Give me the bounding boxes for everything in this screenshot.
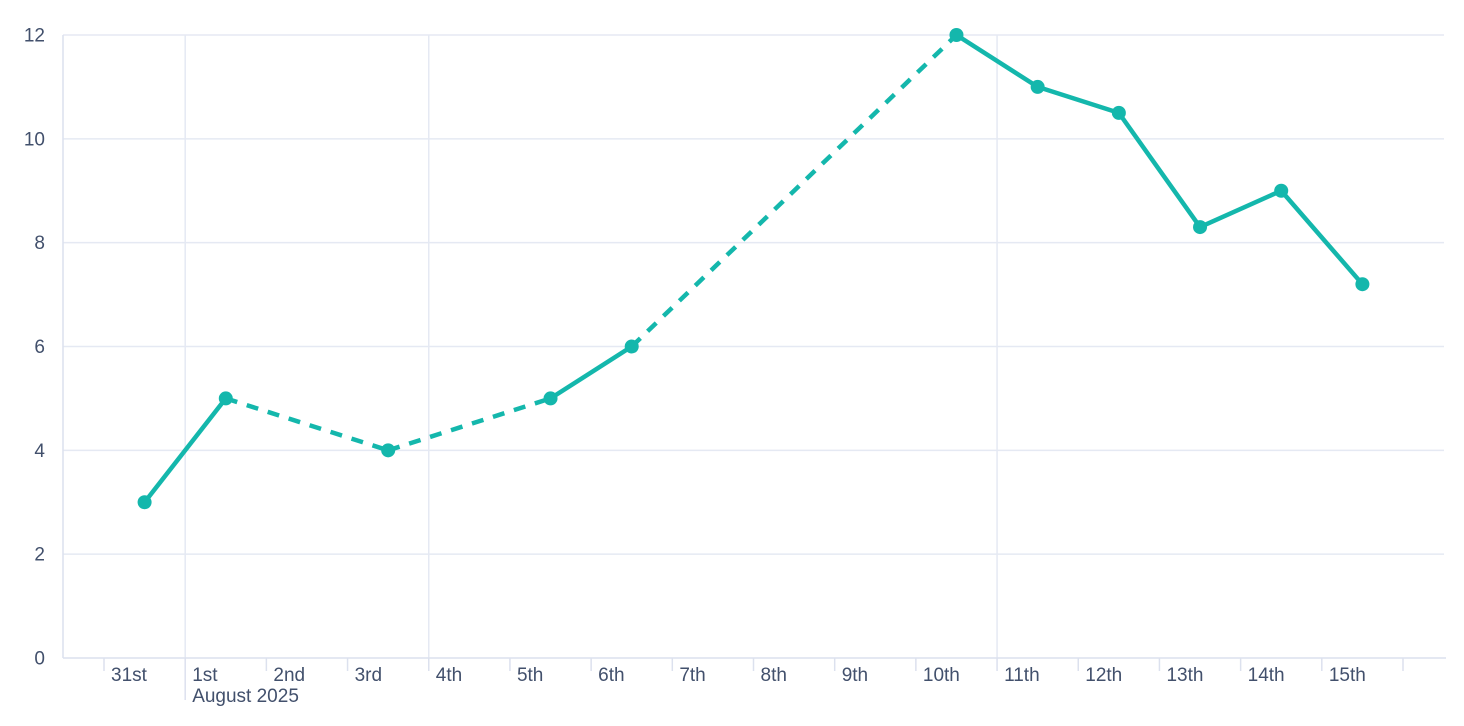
x-axis-label: 31st xyxy=(111,665,148,686)
axes xyxy=(62,35,1446,659)
series-line xyxy=(142,32,1365,505)
data-point[interactable] xyxy=(1274,183,1289,198)
series-points xyxy=(137,28,1370,510)
x-axis-label: 13th xyxy=(1166,665,1203,686)
series-segment-solid xyxy=(1197,188,1284,230)
y-axis-label: 2 xyxy=(34,545,45,566)
x-axis-label: 14th xyxy=(1248,665,1285,686)
x-axis-label: 8th xyxy=(761,665,787,686)
x-axis-label: 3rd xyxy=(355,665,382,686)
gridlines xyxy=(63,34,1444,658)
x-axis-label: 10th xyxy=(923,665,960,686)
data-point[interactable] xyxy=(543,391,558,406)
y-axis-label: 6 xyxy=(34,337,45,358)
series-segment-dashed xyxy=(387,396,552,453)
data-point[interactable] xyxy=(381,443,396,458)
x-axis-label: 15th xyxy=(1329,665,1366,686)
x-axis-label: 9th xyxy=(842,665,868,686)
data-point[interactable] xyxy=(1030,79,1045,94)
series-segment-solid xyxy=(142,396,229,505)
month-label: August 2025 xyxy=(192,686,299,707)
y-axis-label: 0 xyxy=(34,649,45,670)
series-segment-solid xyxy=(1116,110,1203,230)
data-point[interactable] xyxy=(624,339,639,354)
x-axis-label: 4th xyxy=(436,665,462,686)
x-axis-label: 7th xyxy=(679,665,705,686)
y-axis-label: 4 xyxy=(34,441,45,462)
y-axis-label: 10 xyxy=(24,129,45,150)
data-point[interactable] xyxy=(137,495,152,510)
series-segment-solid xyxy=(1035,84,1122,116)
x-axis-label: 2nd xyxy=(273,665,305,686)
data-point[interactable] xyxy=(1193,220,1208,235)
series-segment-solid xyxy=(1278,188,1365,287)
series-segment-solid xyxy=(548,344,634,401)
x-axis-label: 5th xyxy=(517,665,543,686)
y-axis-label: 12 xyxy=(24,26,45,47)
y-axis-label: 8 xyxy=(34,233,45,254)
data-point[interactable] xyxy=(1355,277,1370,292)
data-point[interactable] xyxy=(1111,105,1126,120)
y-axis-labels: 0 2 4 6 8 10 12 xyxy=(24,26,46,670)
data-point[interactable] xyxy=(949,28,964,42)
x-axis-labels: 31st 1st 2nd 3rd 4th 5th 6th 7th 8th 9th 10th 11th 1… xyxy=(111,665,1366,707)
data-point[interactable] xyxy=(218,391,233,406)
x-axis-label: 12th xyxy=(1085,665,1122,686)
series-segment-dashed xyxy=(225,396,389,453)
x-axis-label: 6th xyxy=(598,665,624,686)
series-segment-dashed xyxy=(630,33,959,349)
series-segment-solid xyxy=(954,32,1040,90)
x-axis-ticks xyxy=(103,658,1404,700)
x-axis-label: 11th xyxy=(1004,665,1040,686)
x-axis-label: 1st xyxy=(192,665,218,686)
